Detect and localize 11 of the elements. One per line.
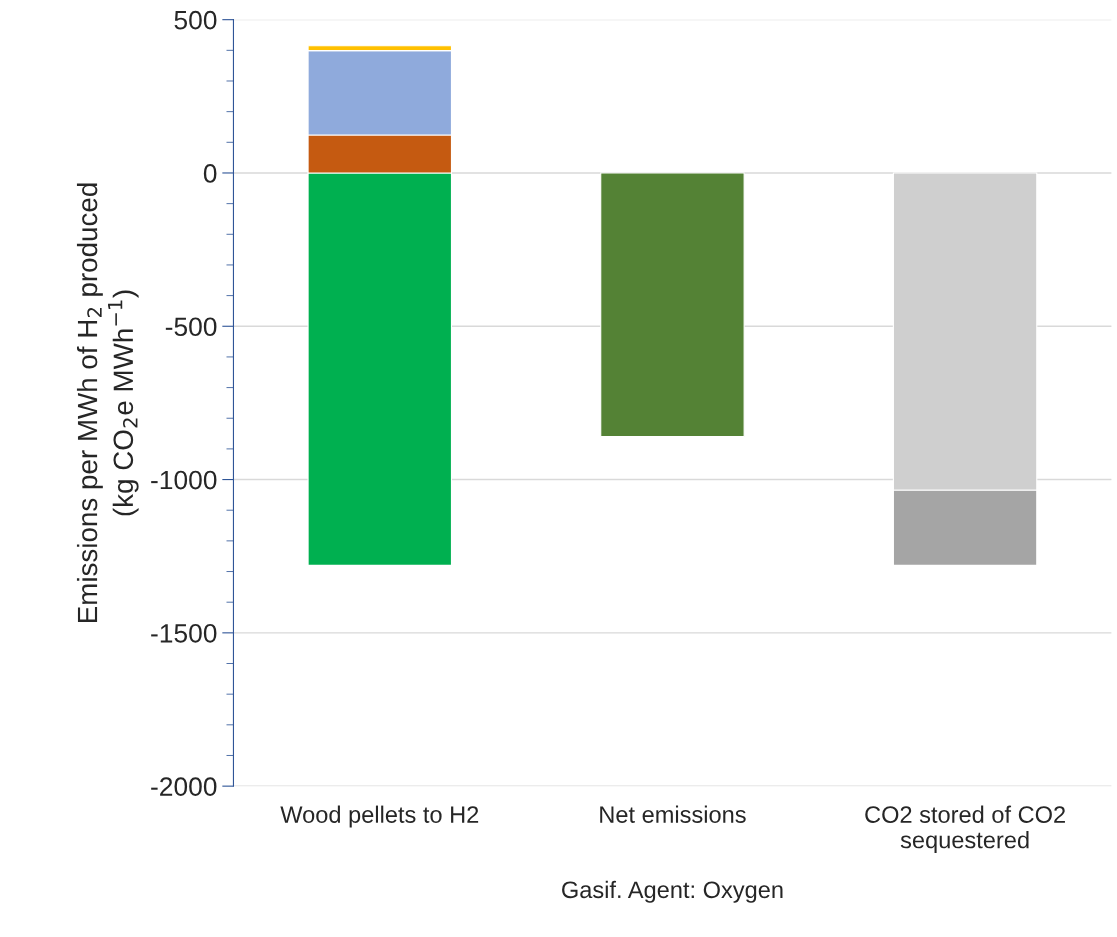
text: Emissions per MWh of H$_{2}$ produced (kg CO$_{2}$e MWh$^{−1}$) — [76, 183, 139, 623]
y-tick-label: -500 — [165, 317, 217, 337]
y-tick-label: -1500 — [151, 623, 217, 643]
y-tick-label: 500 — [174, 10, 217, 30]
x-tick-label: Wood pellets to H2 — [280, 805, 479, 828]
x-tick-label: Net emissions — [600, 805, 746, 823]
y-tick-label: 0 — [203, 164, 217, 183]
x-tick-label: CO2 stored of CO2 sequestered — [865, 805, 1065, 854]
x-axis-title: Gasif. Agent: Oxygen — [562, 880, 783, 903]
y-tick-label: -2000 — [151, 777, 217, 796]
y-tick-label: -1000 — [151, 470, 217, 490]
